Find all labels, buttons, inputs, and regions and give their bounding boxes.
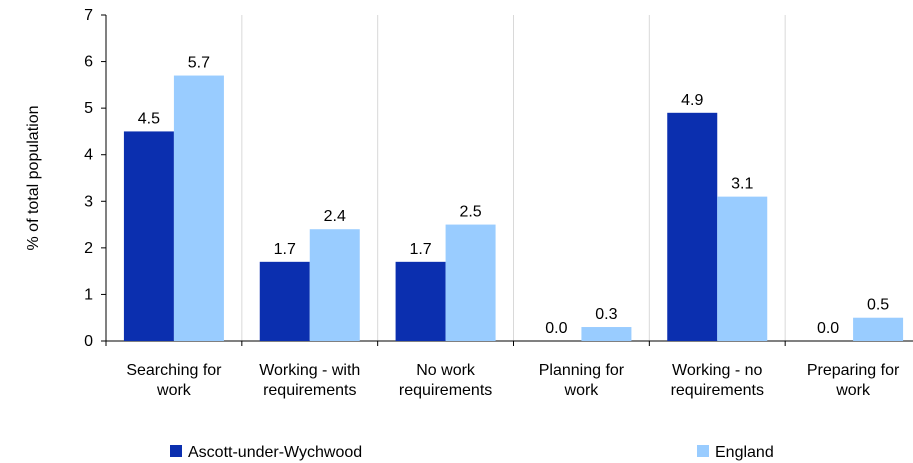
data-label: 2.5 <box>459 204 481 221</box>
data-label: 0.3 <box>595 306 617 323</box>
y-tick-label: 0 <box>84 333 93 350</box>
category-label-line: Searching for <box>126 362 222 379</box>
legend-label: Ascott-under-Wychwood <box>188 444 362 461</box>
category-label: Working - no requirements <box>671 362 764 399</box>
data-label: 0.5 <box>867 297 889 314</box>
bar-england <box>445 224 496 341</box>
category-label-line: No work <box>416 362 476 379</box>
y-tick-label: 2 <box>84 240 93 257</box>
category-label-line: requirements <box>399 382 492 399</box>
data-label: 4.9 <box>681 92 703 109</box>
legend-label: England <box>715 444 774 461</box>
data-label: 2.4 <box>324 208 346 225</box>
data-label: 3.1 <box>731 176 753 193</box>
category-label: Working - with requirements <box>259 362 360 399</box>
y-tick-label: 7 <box>84 7 93 24</box>
bar-england <box>173 75 224 342</box>
category-label: Searching for work <box>126 362 222 399</box>
data-label: 0.0 <box>545 320 567 337</box>
category-label-line: work <box>564 382 600 399</box>
y-tick-label: 6 <box>84 54 93 71</box>
data-label: 1.7 <box>409 241 431 258</box>
category-label: No work requirements <box>399 362 492 399</box>
data-label: 0.0 <box>817 320 839 337</box>
bar-ascott <box>259 261 310 341</box>
category-label: Planning for work <box>539 362 625 399</box>
y-tick-label: 3 <box>84 193 93 210</box>
category-label-line: requirements <box>263 382 356 399</box>
category-label: Preparing for work <box>807 362 900 399</box>
legend-swatch <box>697 445 709 457</box>
y-tick-label: 4 <box>84 147 93 164</box>
category-label-line: Preparing for <box>807 362 900 379</box>
category-label-line: work <box>835 382 871 399</box>
bar-england <box>581 327 632 341</box>
category-label-line: Planning for <box>539 362 625 379</box>
category-label-line: work <box>156 382 192 399</box>
data-label: 1.7 <box>274 241 296 258</box>
category-label-line: Working - no <box>672 362 763 379</box>
data-label: 5.7 <box>188 55 210 72</box>
y-axis-title: % of total population <box>25 106 42 251</box>
category-label-line: requirements <box>671 382 764 399</box>
bar-ascott <box>667 112 718 341</box>
legend-swatch <box>170 445 182 457</box>
category-label-line: Working - with <box>259 362 360 379</box>
y-tick-label: 5 <box>84 100 93 117</box>
data-label: 4.5 <box>138 110 160 127</box>
y-tick-label: 1 <box>84 286 93 303</box>
bar-england <box>309 229 360 341</box>
bar-england <box>853 317 904 341</box>
bar-england <box>717 196 768 341</box>
bar-ascott <box>395 261 446 341</box>
bar-ascott <box>123 131 174 341</box>
